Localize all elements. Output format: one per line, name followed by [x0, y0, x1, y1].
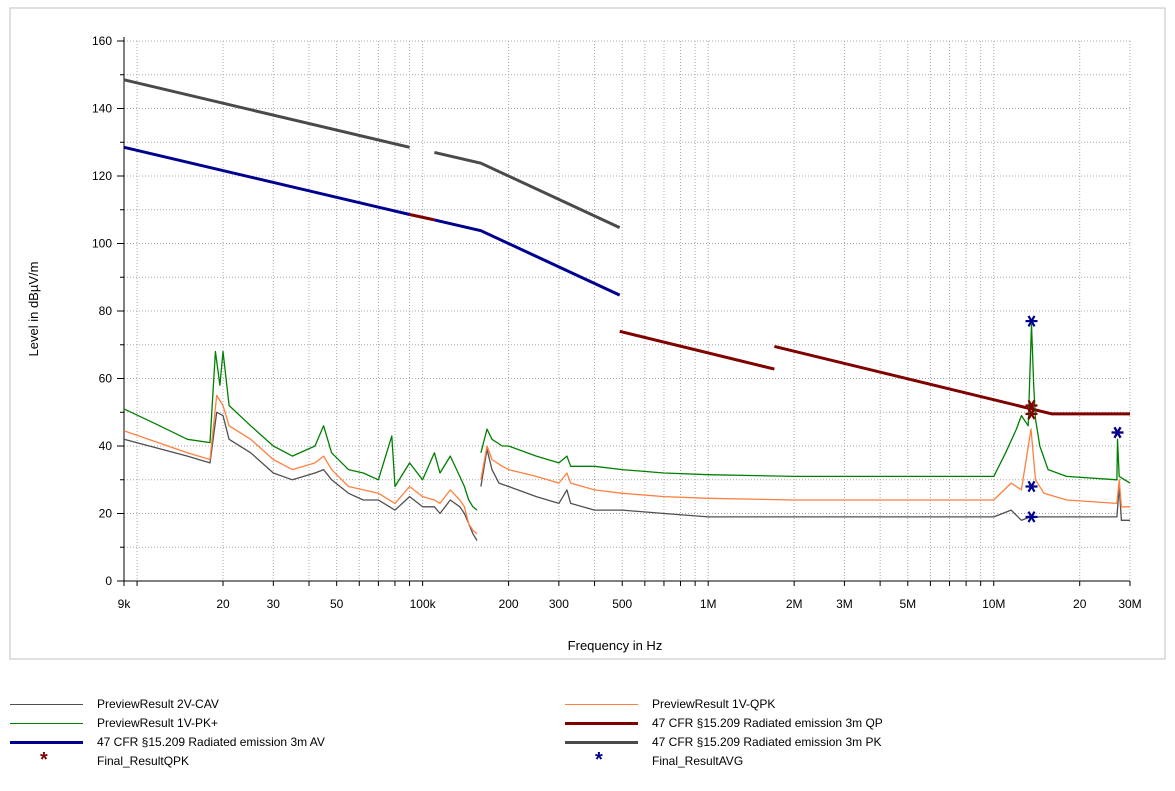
marker-stroke	[1113, 426, 1122, 439]
series-47-cfr-15-209-radiated-emission-3m-av-line	[123, 145, 410, 216]
y-tick-label: 80	[99, 304, 113, 318]
asterisk-marker-icon: *	[595, 749, 603, 771]
series-47-cfr-15-209-radiated-emission-3m-qp-line	[619, 329, 775, 371]
chart-frame	[9, 7, 1166, 660]
legend-item-final-qpk: * Final_ResultQPK	[10, 749, 510, 771]
y-tick-label: 100	[92, 237, 112, 251]
legend-label: PreviewResult 1V-QPK	[652, 697, 776, 711]
series-previewresult-1v-qpk-line	[123, 394, 478, 535]
x-tick-label: 9k	[118, 597, 132, 611]
x-tick-label: 100k	[410, 597, 437, 611]
chart-grid	[124, 40, 1131, 581]
x-tick-label: 20	[1073, 597, 1087, 611]
marker-stroke	[1027, 315, 1036, 327]
legend-label: PreviewResult 1V-PK+	[97, 716, 219, 730]
legend-item-final-avg: * Final_ResultAVG	[565, 749, 1065, 771]
legend-label: 47 CFR §15.209 Radiated emission 3m PK	[652, 735, 882, 749]
legend-swatch	[565, 741, 638, 744]
series-previewresult-1v-qpk-line	[480, 428, 1130, 508]
x-tick-label: 5M	[899, 597, 916, 611]
legend-label: PreviewResult 2V-CAV	[97, 697, 219, 711]
x-tick-label: 30	[267, 597, 281, 611]
legend-swatch	[10, 741, 83, 744]
marker-layer	[1025, 315, 1124, 523]
x-tick-label: 1M	[700, 597, 717, 611]
legend-swatch	[565, 722, 638, 725]
legend-label: Final_ResultQPK	[97, 754, 190, 768]
final-result-marker	[1025, 480, 1038, 493]
x-tick-label: 300	[549, 597, 569, 611]
legend-item-limit-pk: 47 CFR §15.209 Radiated emission 3m PK	[565, 734, 1065, 752]
final-result-marker	[1025, 315, 1038, 327]
x-tick-label: 200	[499, 597, 519, 611]
series-47-cfr-15-209-radiated-emission-3m-qp-line	[774, 344, 1130, 416]
series-47-cfr-15-209-radiated-emission-3m-qp-line	[409, 213, 435, 222]
legend-item-1v-pk: PreviewResult 1V-PK+	[10, 715, 510, 733]
series-47-cfr-15-209-radiated-emission-3m-av-line	[434, 218, 621, 297]
chart-legend: PreviewResult 2V-CAV PreviewResult 1V-QP…	[0, 690, 1175, 791]
series-47-cfr-15-209-radiated-emission-3m-pk-line	[123, 78, 410, 149]
final-result-marker	[1025, 408, 1038, 420]
y-tick-label: 0	[105, 574, 112, 588]
legend-item-limit-av: 47 CFR §15.209 Radiated emission 3m AV	[10, 734, 510, 752]
x-tick-label: 3M	[836, 597, 853, 611]
legend-item-2v-cav: PreviewResult 2V-CAV	[10, 696, 510, 714]
x-tick-label: 2M	[786, 597, 803, 611]
legend-swatch	[10, 723, 83, 724]
legend-item-limit-qp: 47 CFR §15.209 Radiated emission 3m QP	[565, 715, 1065, 733]
x-tick-label: 10M	[982, 597, 1005, 611]
series-previewresult-2v-cav-line	[480, 448, 1130, 521]
legend-item-1v-qpk: PreviewResult 1V-QPK	[565, 696, 1065, 714]
y-tick-label: 60	[99, 372, 113, 386]
final-result-marker	[1111, 426, 1124, 439]
series-layer	[123, 78, 1131, 541]
legend-label: 47 CFR §15.209 Radiated emission 3m QP	[652, 716, 883, 730]
x-tick-label: 20	[216, 597, 230, 611]
marker-stroke	[1027, 511, 1036, 523]
final-result-marker	[1025, 511, 1038, 523]
y-axis-label: Level in dBµV/m	[26, 262, 41, 357]
y-tick-label: 20	[99, 507, 113, 521]
legend-swatch	[10, 704, 83, 705]
asterisk-marker-icon: *	[40, 749, 48, 771]
x-tick-label: 30M	[1118, 597, 1141, 611]
legend-label: Final_ResultAVG	[652, 754, 744, 768]
y-tick-label: 140	[92, 102, 112, 116]
marker-stroke	[1027, 408, 1036, 420]
y-tick-label: 40	[99, 439, 113, 453]
y-tick-label: 160	[92, 34, 112, 48]
series-previewresult-2v-cav-line	[123, 411, 478, 541]
x-tick-label: 50	[330, 597, 344, 611]
series-previewresult-1v-pk-line	[480, 323, 1131, 484]
series-47-cfr-15-209-radiated-emission-3m-pk-line	[434, 150, 621, 229]
legend-label: 47 CFR §15.209 Radiated emission 3m AV	[97, 735, 325, 749]
x-tick-label: 500	[612, 597, 632, 611]
marker-stroke	[1027, 480, 1036, 493]
y-tick-label: 120	[92, 169, 112, 183]
series-previewresult-1v-pk-line	[123, 350, 478, 511]
chart-axes: 0 20 40 60 80 100 120 140 160 9k 20 30 50 100k 200 300 5…	[92, 34, 1142, 611]
x-axis-label: Frequency in Hz	[568, 638, 663, 653]
legend-swatch	[565, 704, 638, 705]
